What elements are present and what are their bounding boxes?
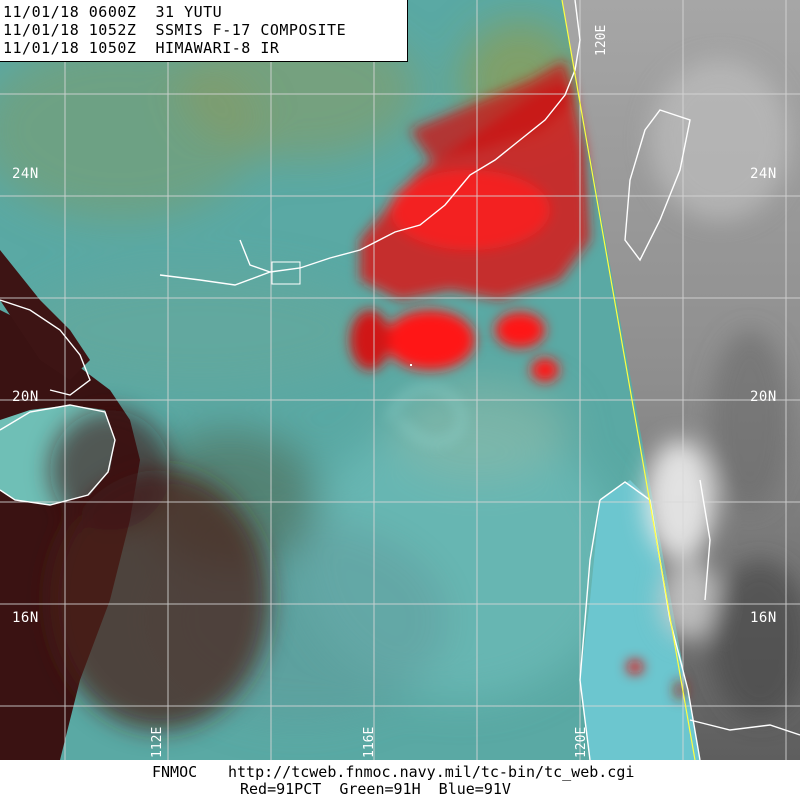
lat-label-right-3: 16N [750,610,777,626]
lon-label-1: 112E [150,726,165,758]
lat-label-left-3: 16N [12,610,39,626]
lon-label-3: 120E [574,726,589,758]
footer-channels: Red=91PCT Green=91H Blue=91V [240,780,511,798]
footer-url: http://tcweb.fnmoc.navy.mil/tc-bin/tc_we… [228,763,635,781]
image-header: 11/01/18 0600Z 31 YUTU 11/01/18 1052Z SS… [0,0,408,62]
swath-edge-line [561,0,696,760]
lat-label-left-1: 24N [12,166,39,182]
header-line-ir: 11/01/18 1050Z HIMAWARI-8 IR [3,39,280,57]
lat-lon-grid [0,0,800,760]
lat-label-right-2: 20N [750,389,777,405]
footer-credit: FNMOC [152,763,198,781]
header-line-sensor: 11/01/18 1052Z SSMIS F-17 COMPOSITE [3,21,347,39]
lat-label-right-1: 24N [750,166,777,182]
land-gulf-tonkin [0,250,90,380]
lat-label-left-2: 20N [12,389,39,405]
region-box [271,261,301,285]
spiral-band [385,383,467,448]
header-line-fix: 11/01/18 0600Z 31 YUTU [3,3,223,21]
image-footer: FNMOC http://tcweb.fnmoc.navy.mil/tc-bin… [0,760,800,800]
land-luzon [580,480,700,760]
convection-red [350,60,686,700]
lon-label-top: 120E [594,24,609,56]
lon-label-2: 116E [362,726,377,758]
storm-center-marker [410,364,412,366]
microwave-composite-map [0,0,800,760]
